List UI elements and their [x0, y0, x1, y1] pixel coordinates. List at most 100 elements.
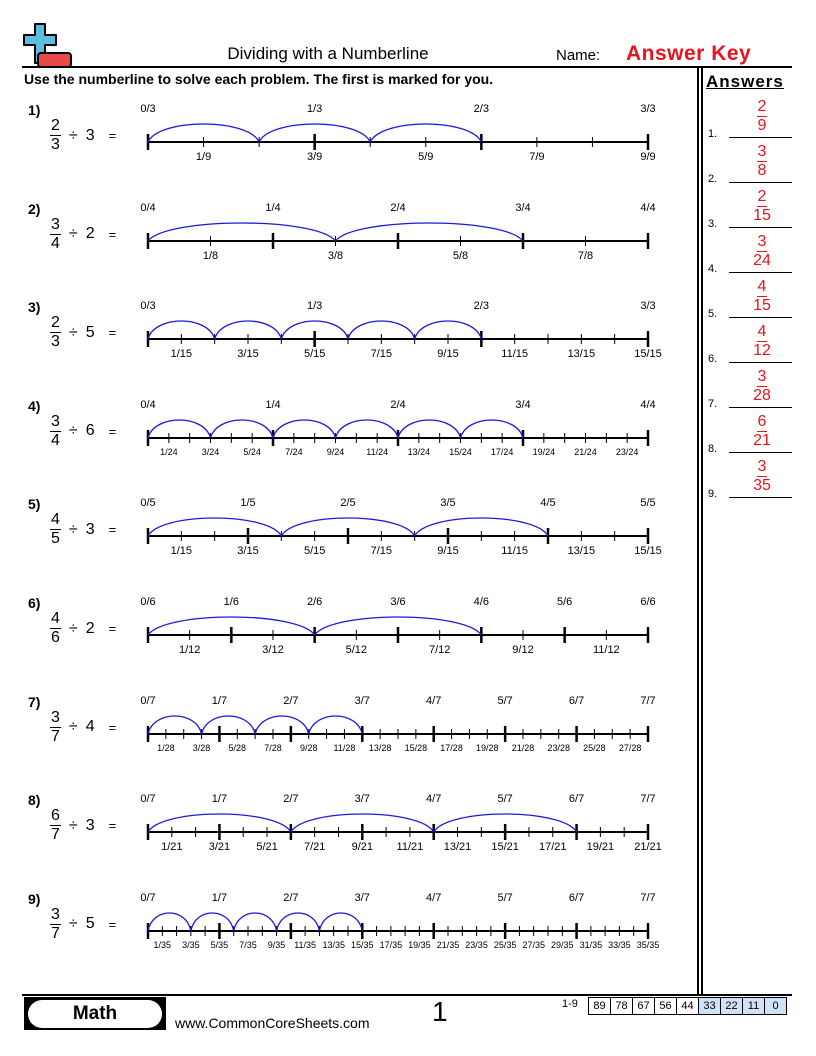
bottom-fraction-label: 7/12 [428, 644, 451, 656]
jump-arc [314, 616, 482, 636]
bottom-fraction-label: 1/15 [170, 348, 193, 361]
divisor: 3 [85, 520, 95, 538]
fraction: 3 35 [732, 459, 792, 494]
bottom-fraction-label: 13/15 [567, 545, 596, 558]
numerator: 3 [756, 233, 768, 252]
equals-sign: = [108, 621, 117, 636]
denominator: 24 [753, 252, 771, 269]
numerator: 3 [50, 412, 61, 432]
bottom-fraction-label: 17/28 [440, 742, 463, 753]
bottom-fraction-label: 7/15 [370, 348, 393, 361]
top-fraction-label: 2/5 [340, 497, 356, 510]
answer-line [729, 452, 792, 453]
equals-sign: = [108, 522, 117, 538]
bottom-fraction-label: 1/35 [153, 939, 172, 950]
top-fraction-label: 1/6 [223, 596, 239, 608]
answer-item: 2. 3 8 [706, 141, 796, 185]
top-fraction-label: 0/5 [140, 497, 156, 510]
equals-sign: = [108, 818, 117, 834]
top-fraction-label: 1/7 [211, 891, 228, 904]
jump-arc [290, 813, 435, 833]
top-fraction-label: 5/6 [557, 596, 573, 608]
divisor: 3 [85, 126, 95, 144]
top-fraction-label: 2/7 [283, 694, 299, 707]
bottom-fraction-label: 17/21 [538, 841, 567, 854]
bottom-fraction-label: 7/28 [264, 742, 282, 753]
denominator: 15 [753, 207, 771, 224]
bottom-fraction-label: 13/15 [567, 348, 596, 361]
divide-sign: ÷ [68, 225, 78, 243]
score-cell: 78 [610, 998, 632, 1014]
numerator: 4 [756, 323, 768, 342]
bottom-fraction-label: 7/8 [577, 249, 594, 262]
bottom-fraction-label: 15/35 [351, 939, 374, 950]
denominator: 12 [753, 342, 771, 359]
top-fraction-label: 1/7 [211, 694, 228, 707]
website-link[interactable]: www.CommonCoreSheets.com [175, 1015, 370, 1031]
denominator: 8 [757, 162, 767, 179]
top-fraction-label: 0/7 [140, 891, 156, 904]
denominator: 3 [51, 333, 60, 351]
problem-expression: 4 6 ÷ 2 = [50, 611, 116, 646]
bottom-fraction-label: 11/21 [396, 841, 424, 854]
denominator: 5 [51, 530, 60, 548]
bottom-fraction-label: 15/28 [404, 742, 428, 753]
divisor: 3 [85, 816, 95, 834]
jump-arc [147, 517, 282, 537]
bottom-fraction-label: 9/12 [512, 644, 534, 656]
divide-sign: ÷ [68, 520, 78, 538]
name-label: Name: [556, 47, 601, 64]
jump-arc [308, 714, 363, 734]
top-fraction-label: 0/4 [140, 201, 156, 214]
answer-item: 7. 3 28 [706, 366, 796, 410]
bottom-fraction-label: 5/8 [452, 249, 469, 262]
answer-column-divider [701, 68, 703, 996]
divisor: 5 [85, 915, 95, 933]
top-fraction-label: 0/6 [140, 596, 156, 608]
score-cell: 22 [720, 998, 742, 1014]
jump-arc [459, 419, 524, 439]
bottom-fraction-label: 11/15 [501, 545, 529, 558]
numerator: 4 [50, 511, 61, 531]
denominator: 35 [753, 477, 771, 494]
answer-number: 3. [708, 218, 718, 230]
numerator: 3 [50, 905, 61, 925]
problem-expression: 6 7 ÷ 3 = [50, 808, 116, 843]
jump-arc [433, 813, 578, 833]
jump-arc [254, 714, 310, 734]
bottom-fraction-label: 1/12 [178, 644, 201, 656]
number-line [146, 714, 650, 742]
top-fraction-label: 2/3 [473, 300, 489, 313]
jump-arc [369, 123, 482, 143]
problem-expression: 4 5 ÷ 3 = [50, 512, 116, 547]
top-fraction-label: 2/4 [390, 201, 406, 214]
top-fraction-label: 0/7 [140, 793, 156, 806]
top-fraction-label: 5/7 [497, 891, 513, 904]
answer-item: 3. 2 15 [706, 186, 796, 230]
top-fraction-label: 4/4 [640, 398, 656, 411]
jump-arc [347, 320, 416, 340]
name-value: Answer Key [626, 42, 752, 65]
top-fraction-label: 4/7 [426, 793, 442, 806]
top-fraction-label: 1/3 [307, 300, 323, 313]
bottom-fraction-label: 11/12 [592, 644, 620, 656]
bottom-fraction-label: 3/35 [182, 939, 200, 950]
bottom-fraction-label: 31/35 [579, 939, 603, 950]
numerator: 3 [756, 368, 768, 387]
answer-line [729, 272, 792, 273]
number-line [146, 517, 650, 545]
bottom-fraction-label: 5/35 [210, 939, 229, 950]
top-fraction-label: 5/7 [497, 793, 513, 806]
top-fraction-label: 4/7 [426, 694, 442, 707]
bottom-fraction-label: 5/15 [303, 348, 326, 361]
number-line [146, 419, 650, 446]
top-fraction-label: 4/6 [473, 596, 489, 608]
bottom-fraction-label: 15/15 [634, 545, 662, 558]
answer-number: 8. [708, 443, 718, 455]
bottom-fraction-label: 9/28 [299, 742, 318, 753]
answer-number: 9. [708, 488, 718, 500]
numerator: 2 [50, 117, 61, 136]
